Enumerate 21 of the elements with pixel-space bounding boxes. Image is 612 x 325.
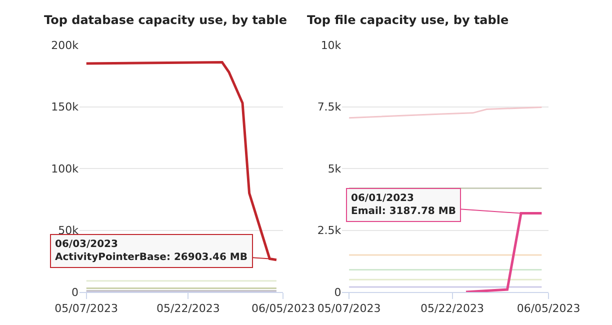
y-tick-label: 5k <box>328 162 342 176</box>
y-tick-label: 2.5k <box>317 224 342 238</box>
y-tick-label: 10k <box>320 38 342 52</box>
y-tick-label: 100k <box>51 162 80 176</box>
y-tick-label: 7.5k <box>317 100 342 114</box>
annotation: 06/01/2023 Email: 3187.78 MB <box>351 193 456 217</box>
x-tick-label: 06/05/2023 <box>516 302 580 316</box>
x-tick-label: 05/07/2023 <box>317 302 381 316</box>
x-tick-label: 05/22/2023 <box>156 302 220 316</box>
x-tick-label: 05/22/2023 <box>420 302 484 316</box>
x-tick-label: 05/07/2023 <box>54 302 118 316</box>
chart-title: Top file capacity use, by table <box>307 13 509 27</box>
y-tick-label: 50k <box>58 224 80 238</box>
chart-title: Top database capacity use, by table <box>44 13 287 27</box>
y-tick-label: 200k <box>51 38 80 52</box>
y-tick-label: 0 <box>72 286 79 299</box>
y-tick-label: 0 <box>334 286 342 299</box>
x-tick-label: 06/05/2023 <box>252 302 315 316</box>
line-series <box>348 106 542 119</box>
annotation: 06/03/2023 ActivityPointerBase: 26903.46 MB <box>55 239 248 263</box>
y-tick-label: 150k <box>51 100 80 114</box>
